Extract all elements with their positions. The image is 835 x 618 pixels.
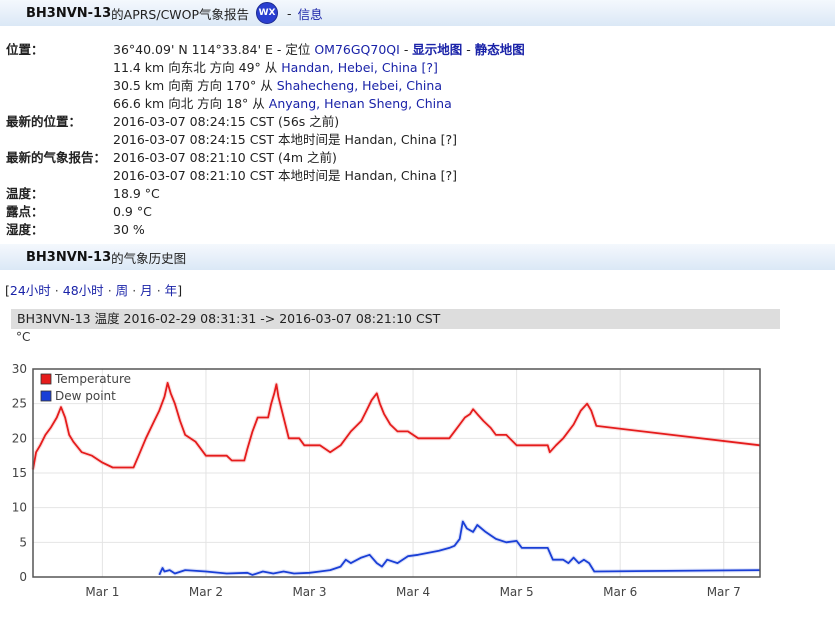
static-map-link[interactable]: 静态地图 (474, 42, 525, 57)
locator-link[interactable]: OM76GQ70QI (314, 42, 400, 57)
last-position-time: 2016-03-07 08:24:15 CST (56s 之前) (113, 114, 340, 129)
period-week-link[interactable]: 周 (115, 283, 129, 298)
last-weather-local: 2016-03-07 08:21:10 CST 本地时间是 Handan, Ch… (113, 168, 457, 183)
plot-border (32, 368, 761, 578)
chart-title: BH3NVN-13 温度 2016-02-29 08:31:31 -> 2016… (11, 309, 780, 329)
dew-point-line (158, 520, 761, 576)
y-tick-label: 0 (19, 570, 27, 584)
coordinates: 36°40.09' N 114°33.84' E - 定位 (113, 42, 311, 57)
temperature-label: 温度： (6, 186, 44, 201)
x-tick-label: Mar 7 (707, 585, 741, 599)
info-link[interactable]: 信息 (297, 6, 323, 22)
history-header-bar: BH3NVN-13 的气象历史图 (0, 244, 835, 270)
period-24h-link[interactable]: 24小时 (9, 283, 51, 298)
y-tick-label: 10 (12, 501, 27, 515)
period-48h-link[interactable]: 48小时 (62, 283, 104, 298)
y-tick-label: 30 (12, 362, 27, 376)
period-month-link[interactable]: 月 (140, 283, 153, 298)
period-year-link[interactable]: 年 (164, 283, 178, 298)
x-tick-label: Mar 2 (189, 585, 223, 599)
header-title: 的APRS/CWOP气象报告 (111, 6, 250, 22)
temperature-value: 18.9 °C (113, 186, 160, 201)
history-callsign: BH3NVN-13 (26, 249, 112, 265)
temperature-chart: 0 5 10 15 20 25 30 Mar 1 Mar 2 Mar 3 Mar 4 Mar 5 Mar… (12, 362, 761, 599)
position-label: 位置： (6, 42, 44, 57)
nearby-distance: 66.6 km 向北 方向 18° 从 (113, 96, 265, 111)
period-selector: [24小时 · 48小时 · 周 · 月 · 年] (5, 283, 183, 298)
y-tick-label: 25 (12, 397, 27, 411)
last-position-local: 2016-03-07 08:24:15 CST 本地时间是 Handan, Ch… (113, 132, 457, 147)
history-title: 的气象历史图 (111, 250, 187, 266)
x-tick-label: Mar 5 (500, 585, 534, 599)
legend-label: Dew point (55, 389, 116, 403)
dew-point-label: 露点： (6, 204, 44, 219)
nearby-place-link[interactable]: Anyang, Henan Sheng, China (268, 96, 452, 111)
series-shadow (31, 380, 761, 470)
legend-label: Temperature (54, 372, 131, 386)
report-header-bar: BH3NVN-13 的APRS/CWOP气象报告 WX - 信息 (0, 0, 835, 26)
last-weather-time: 2016-03-07 08:21:10 CST (4m 之前) (113, 150, 337, 165)
show-map-link[interactable]: 显示地图 (412, 42, 463, 57)
help-link[interactable]: [?] (421, 60, 438, 75)
header-callsign: BH3NVN-13 (26, 5, 112, 21)
series-shadow (157, 519, 761, 577)
y-tick-label: 15 (12, 466, 27, 480)
y-tick-label: 20 (12, 431, 27, 445)
y-tick-label: 5 (19, 535, 27, 549)
dew-point-value: 0.9 °C (113, 204, 152, 219)
x-tick-label: Mar 3 (292, 585, 326, 599)
x-tick-label: Mar 4 (396, 585, 430, 599)
nearby-distance: 11.4 km 向东北 方向 49° 从 (113, 60, 278, 75)
wx-icon[interactable]: WX (256, 2, 279, 24)
nearby-place-link[interactable]: Shahecheng, Hebei, China (276, 78, 442, 93)
humidity-label: 湿度： (6, 222, 44, 237)
dew-point-legend-swatch (40, 390, 52, 402)
x-tick-label: Mar 1 (85, 585, 119, 599)
temperature-line (32, 382, 761, 470)
x-tick-label: Mar 6 (603, 585, 637, 599)
last-position-label: 最新的位置： (6, 114, 82, 129)
nearby-distance: 30.5 km 向南 方向 170° 从 (113, 78, 273, 93)
temperature-legend-swatch (40, 373, 52, 385)
chart-unit: °C (16, 330, 31, 344)
last-weather-label: 最新的气象报告： (6, 150, 107, 165)
header-dash: - (287, 5, 292, 21)
humidity-value: 30 % (113, 222, 145, 237)
nearby-place-link[interactable]: Handan, Hebei, China (281, 60, 418, 75)
